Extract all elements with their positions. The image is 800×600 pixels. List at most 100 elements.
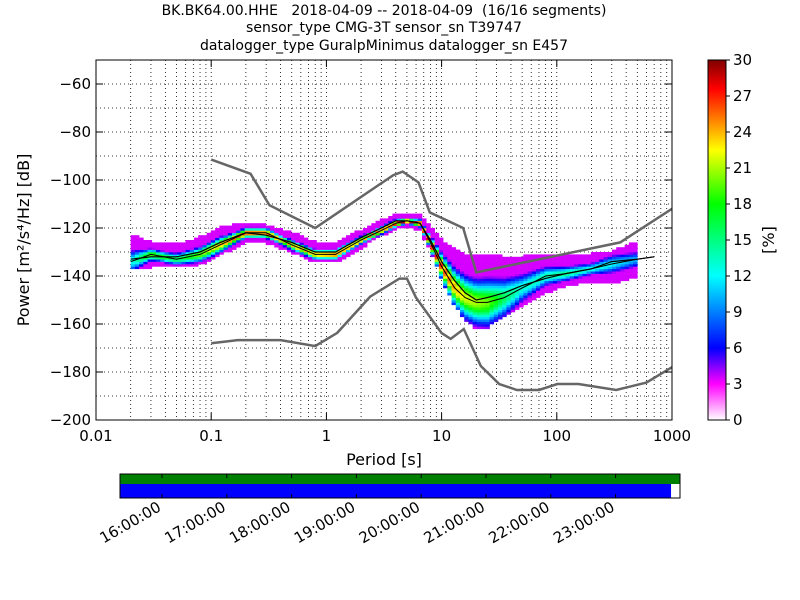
- psd-cell: [278, 247, 283, 250]
- psd-cell: [569, 280, 575, 284]
- psd-cell: [379, 218, 385, 222]
- psd-cell: [573, 271, 579, 274]
- psd-cell: [459, 302, 465, 306]
- psd-cell: [476, 268, 482, 272]
- psd-cell: [599, 278, 604, 282]
- timeline-tick-label: 16:00:00: [97, 498, 164, 547]
- psd-cell: [519, 302, 524, 306]
- psd-cell: [523, 292, 528, 296]
- psd-cell: [379, 220, 385, 224]
- psd-cell: [514, 256, 520, 260]
- psd-cell: [527, 266, 533, 270]
- psd-cell: [481, 292, 486, 296]
- psd-cell: [506, 292, 511, 296]
- psd-cell: [527, 295, 533, 298]
- psd-cell: [569, 276, 575, 279]
- psd-cell: [523, 254, 528, 258]
- psd-cell: [485, 316, 490, 320]
- psd-cell: [413, 225, 419, 229]
- psd-cell: [485, 273, 490, 277]
- psd-cell: [590, 259, 596, 262]
- psd-cell: [261, 225, 267, 229]
- psd-cell: [523, 276, 528, 279]
- psd-cell: [295, 244, 300, 248]
- psd-cell: [438, 256, 444, 260]
- psd-cell: [455, 280, 461, 284]
- psd-cell: [189, 249, 195, 253]
- psd-cell: [573, 276, 579, 279]
- psd-cell: [219, 252, 224, 255]
- psd-cell: [227, 242, 233, 246]
- psd-cell: [481, 300, 486, 303]
- psd-cell: [185, 244, 191, 248]
- psd-cell: [354, 237, 359, 241]
- psd-cell: [333, 256, 338, 260]
- psd-cell: [274, 230, 279, 234]
- psd-cell: [573, 254, 579, 258]
- psd-cell: [535, 273, 541, 277]
- psd-cell: [548, 261, 554, 265]
- psd-cell: [286, 237, 292, 241]
- psd-cell: [451, 295, 457, 298]
- psd-cell: [459, 304, 465, 308]
- psd-cell: [392, 216, 397, 219]
- psd-cell: [527, 261, 533, 265]
- psd-cell: [561, 259, 566, 262]
- psd-cell: [565, 276, 571, 279]
- psd-cell: [557, 276, 562, 279]
- psd-cell: [565, 280, 571, 284]
- psd-cell: [485, 278, 490, 282]
- psd-cell: [497, 300, 503, 303]
- psd-cell: [514, 283, 520, 286]
- psd-cell: [248, 230, 254, 234]
- psd-cell: [573, 268, 579, 272]
- psd-cell: [620, 252, 625, 255]
- psd-cell: [476, 261, 482, 265]
- psd-cell: [346, 247, 351, 250]
- psd-cell: [168, 252, 174, 255]
- psd-cell: [443, 278, 448, 282]
- psd-cell: [569, 283, 575, 286]
- psd-cell: [620, 276, 625, 279]
- psd-cell: [443, 247, 448, 250]
- psd-cell: [451, 283, 457, 286]
- psd-cell: [384, 228, 389, 231]
- psd-cell: [519, 266, 524, 270]
- psd-cell: [223, 232, 229, 236]
- psd-cell: [438, 273, 444, 277]
- psd-cell: [485, 324, 490, 327]
- psd-cell: [464, 259, 469, 262]
- psd-cell: [232, 247, 237, 250]
- psd-cell: [447, 288, 452, 291]
- psd-cell: [291, 249, 296, 253]
- psd-cell: [434, 261, 440, 265]
- psd-cell: [362, 244, 368, 248]
- psd-cell: [430, 252, 435, 255]
- psd-cell: [253, 228, 258, 231]
- psd-cell: [468, 283, 473, 286]
- psd-cell: [485, 261, 490, 265]
- psd-cell: [510, 268, 516, 272]
- psd-cell: [455, 300, 461, 303]
- psd-cell: [350, 237, 355, 241]
- psd-cell: [257, 230, 262, 234]
- psd-cell: [514, 264, 520, 267]
- psd-cell: [316, 247, 321, 250]
- psd-cell: [286, 235, 292, 238]
- psd-cell: [388, 220, 393, 224]
- psd-cell: [215, 232, 220, 236]
- psd-cell: [265, 230, 271, 234]
- psd-cell: [502, 309, 507, 313]
- psd-cell: [565, 261, 571, 265]
- psd-cell: [633, 271, 638, 274]
- psd-cell: [459, 285, 465, 289]
- psd-cell: [481, 295, 486, 298]
- psd-cell: [426, 228, 431, 231]
- psd-cell: [443, 280, 448, 284]
- psd-cell: [633, 242, 638, 246]
- psd-cell: [379, 232, 385, 236]
- psd-cell: [548, 259, 554, 262]
- psd-cell: [586, 261, 592, 265]
- psd-cell: [476, 280, 482, 284]
